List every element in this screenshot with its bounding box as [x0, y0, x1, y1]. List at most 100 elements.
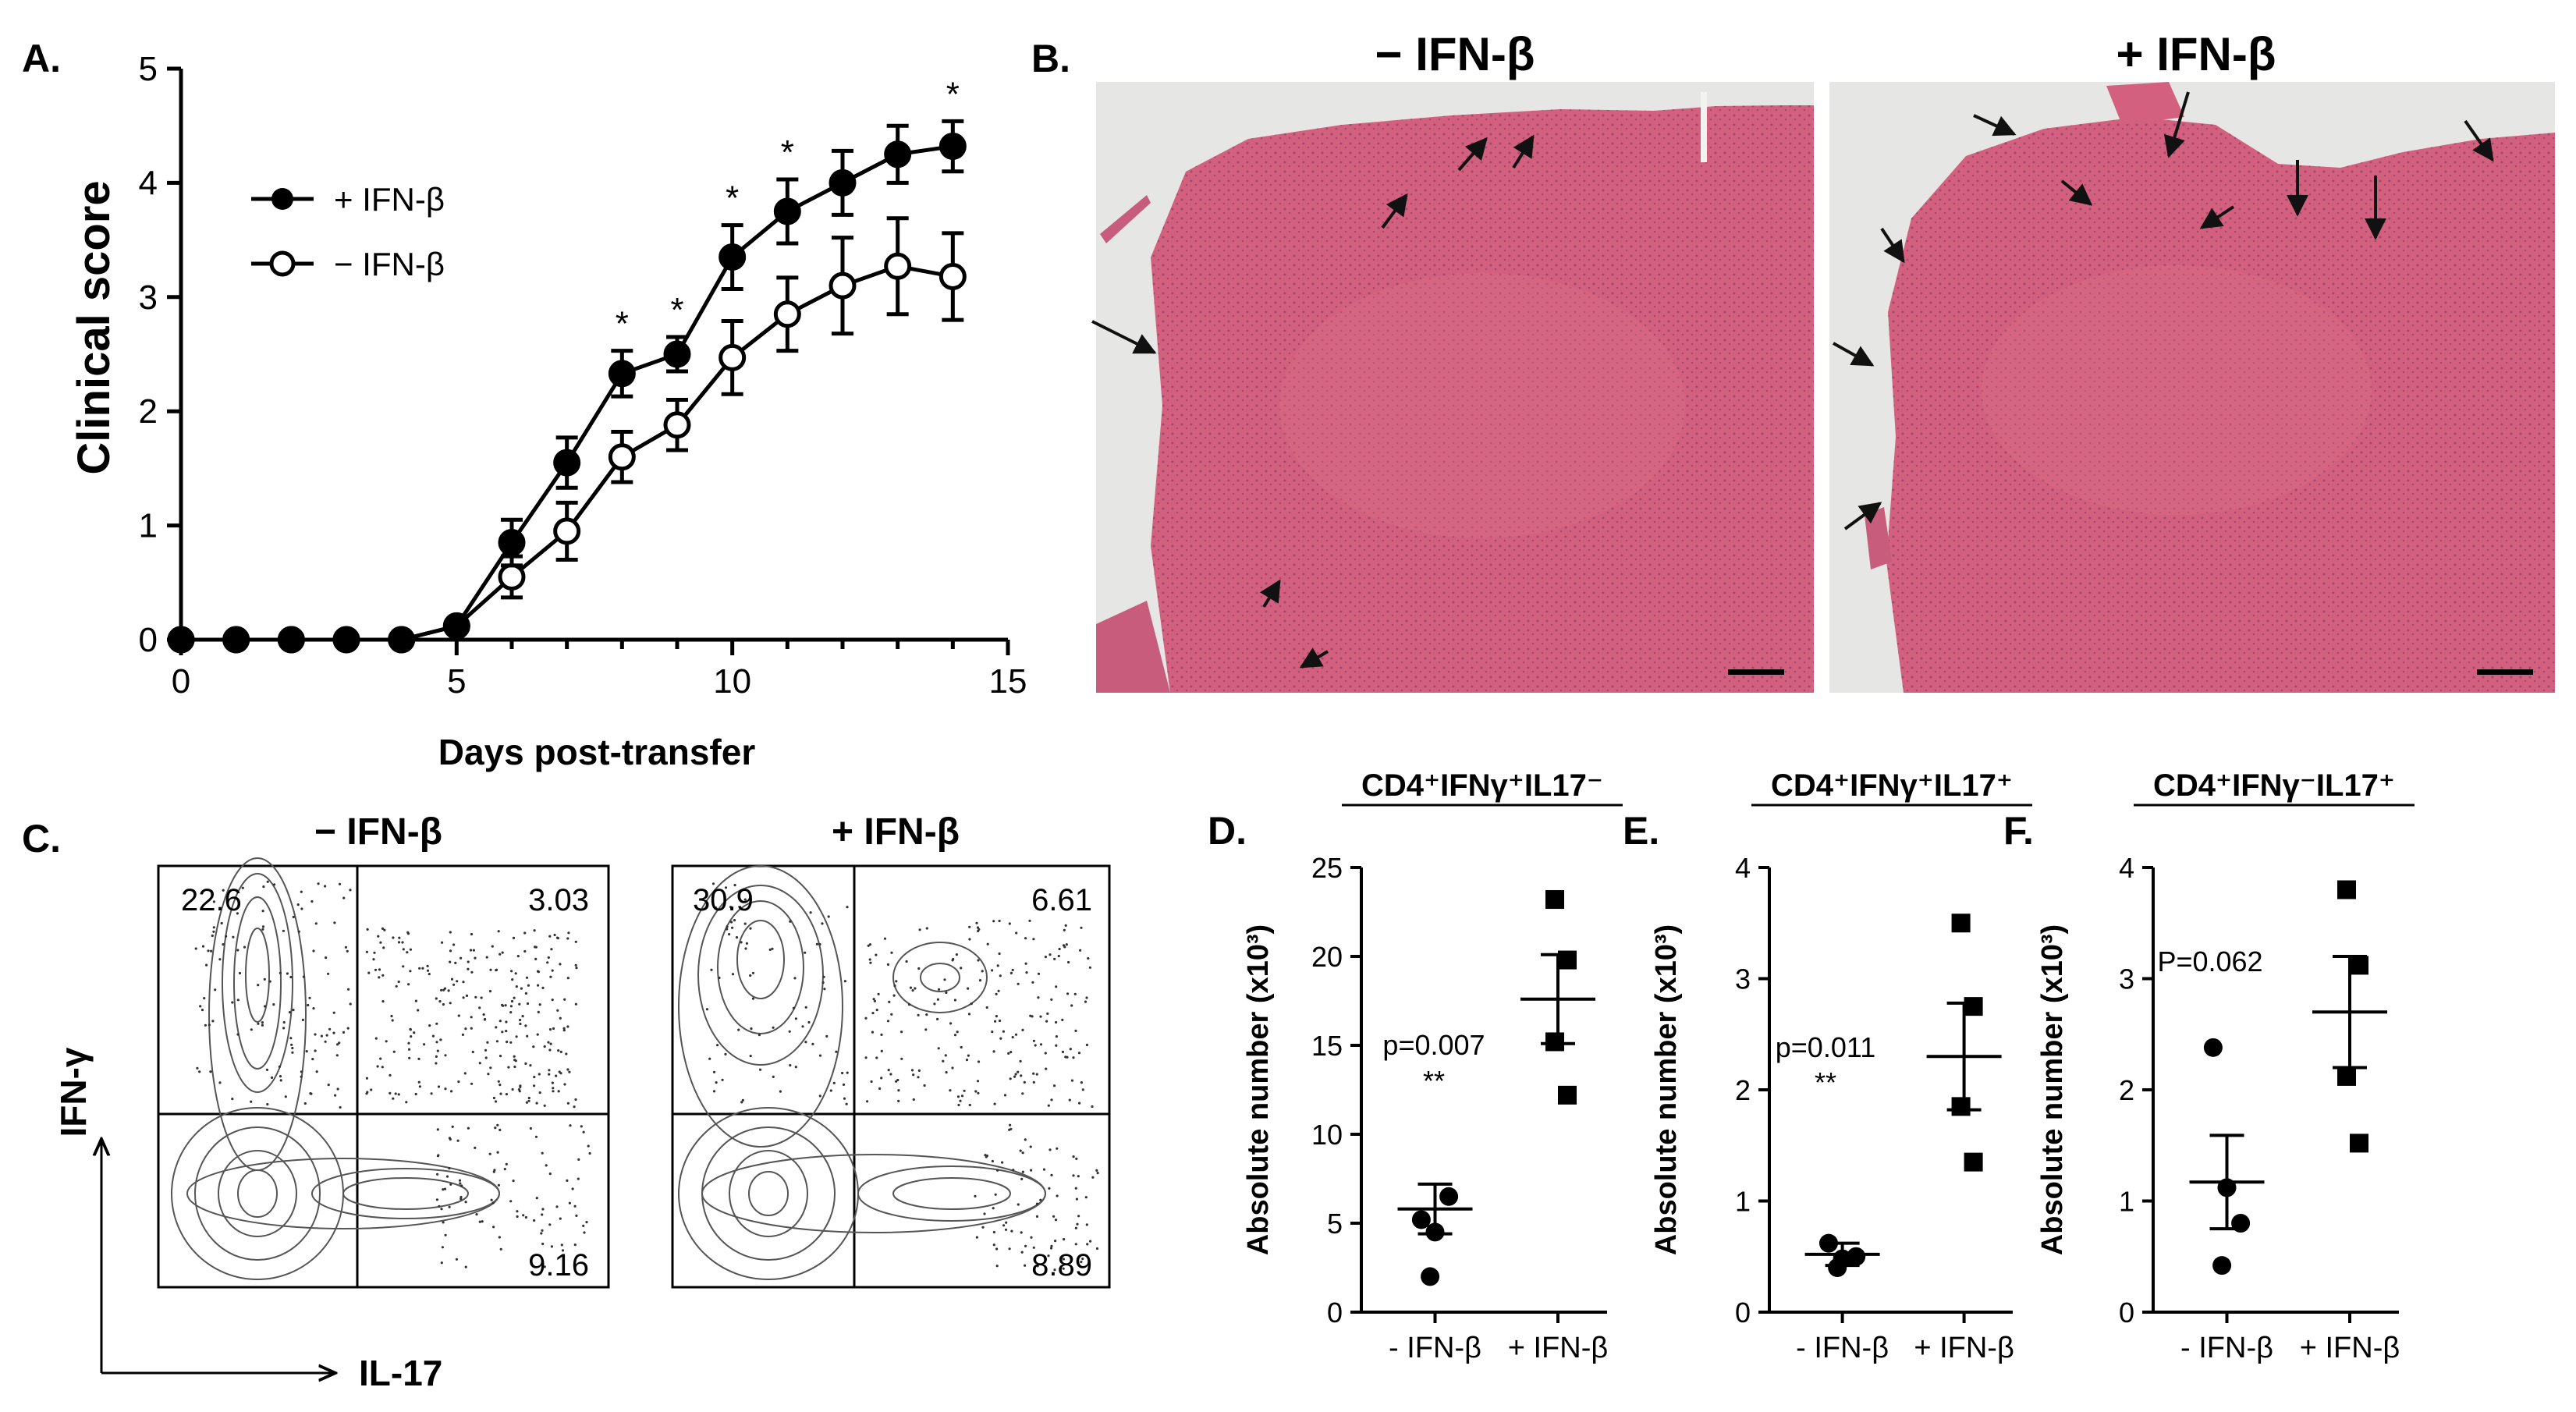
flow-event-dot: [976, 1080, 980, 1083]
chart-a-y-tick-label: 2: [139, 392, 158, 431]
flow-event-dot: [409, 1027, 412, 1031]
flow-event-dot: [1032, 1072, 1035, 1075]
flow-event-dot: [525, 1101, 529, 1104]
flow-event-dot: [968, 1103, 971, 1107]
flow-event-dot: [447, 989, 450, 992]
chart-a-y-tick-label: 0: [139, 621, 158, 659]
flow-event-dot: [718, 976, 721, 980]
flow-event-dot: [196, 1066, 199, 1070]
flow-event-dot: [740, 941, 743, 944]
flow-event-dot: [474, 995, 477, 999]
flow-event-dot: [499, 1020, 502, 1023]
flow-event-dot: [218, 1081, 222, 1084]
flow-event-dot: [374, 968, 378, 971]
flow-event-dot: [495, 1100, 498, 1103]
flow-event-dot: [566, 1068, 569, 1071]
flow-event-dot: [936, 998, 939, 1001]
flow-event-dot: [977, 959, 980, 962]
flow-event-dot: [366, 1091, 369, 1094]
flow-event-dot: [925, 1013, 928, 1016]
flow-event-dot: [724, 886, 728, 889]
flow-event-dot: [978, 979, 982, 982]
flow-event-dot: [449, 960, 452, 963]
flow-event-dot: [809, 911, 812, 914]
flow-y-axis-label: IFN-γ: [53, 1047, 94, 1137]
flow-event-dot: [379, 941, 382, 944]
flow-event-dot: [428, 973, 431, 976]
flow-event-dot: [509, 1005, 513, 1008]
flow-event-dot: [1044, 1052, 1047, 1055]
flow-event-dot: [1032, 938, 1035, 941]
flow-event-dot: [203, 997, 206, 1000]
flow-event-dot: [454, 961, 457, 964]
flow-event-dot: [395, 984, 398, 988]
flow-event-dot: [494, 1126, 497, 1130]
flow-event-dot: [768, 948, 772, 951]
clinical-score-chart: 0 1 2 3 4 5 0 5 10 15 * * * * * Clinical score Days p…: [69, 50, 1027, 772]
flow-event-dot: [342, 896, 346, 899]
flow-event-dot: [441, 941, 444, 944]
flow-event-dot: [1012, 1169, 1015, 1172]
flow-event-dot: [222, 943, 225, 946]
flow-event-dot: [426, 964, 429, 967]
flow-event-dot: [821, 922, 824, 925]
flow-event-dot: [510, 999, 514, 1003]
flow-event-dot: [452, 943, 456, 946]
legend-label-plus: + IFN-β: [334, 181, 445, 218]
flow-event-dot: [449, 1002, 452, 1005]
chart-a-point: [608, 443, 636, 471]
flow-event-dot: [1050, 1244, 1053, 1247]
flow-event-dot: [981, 1226, 985, 1229]
flow-event-dot: [406, 951, 409, 954]
flow-event-dot: [1035, 1073, 1038, 1076]
flow-event-dot: [440, 1261, 443, 1265]
flow-event-dot: [1069, 1048, 1072, 1051]
flow-event-dot: [743, 922, 747, 925]
flow-event-dot: [317, 882, 320, 885]
flow-event-dot: [1039, 1198, 1042, 1201]
flow-event-dot: [867, 944, 870, 947]
flow-event-dot: [716, 1044, 719, 1047]
flow-event-dot: [391, 1019, 394, 1022]
flow-event-dot: [417, 1009, 420, 1012]
flow-event-dot: [534, 1135, 538, 1138]
flow-event-dot: [890, 951, 893, 954]
flow-event-dot: [552, 1090, 555, 1093]
flow-event-dot: [740, 1101, 743, 1104]
flow-event-dot: [408, 1056, 411, 1059]
flow-event-dot: [516, 955, 520, 958]
flow-event-dot: [455, 1258, 459, 1261]
chart-a-point: [167, 626, 195, 654]
flow-event-dot: [705, 1008, 709, 1011]
flow-event-dot: [289, 1037, 293, 1040]
flow-event-dot: [533, 1084, 536, 1087]
flow-event-dot: [231, 1098, 234, 1101]
flow-event-dot: [842, 1083, 846, 1086]
flow-event-dot: [487, 1073, 490, 1076]
dot-plot-y-tick-label: 1: [2119, 1186, 2134, 1218]
flow-event-dot: [524, 1062, 527, 1065]
flow-event-dot: [481, 1220, 484, 1223]
flow-event-dot: [292, 915, 295, 919]
flow-event-dot: [512, 936, 516, 939]
flow-event-dot: [1024, 1244, 1027, 1247]
dot-plot-ylabel: Absolute number (x10³): [2036, 924, 2069, 1255]
flow-event-dot: [407, 983, 410, 986]
flow-event-dot: [511, 978, 514, 981]
dot-plot-y-tick-label: 20: [1311, 941, 1343, 973]
flow-event-dot: [845, 1102, 848, 1105]
flow-event-dot: [735, 936, 739, 939]
flow-event-dot: [1007, 1052, 1010, 1055]
flow-event-dot: [733, 919, 736, 922]
chart-a-y-tick-label: 5: [139, 50, 158, 88]
flow-event-dot: [409, 970, 412, 973]
flow-event-dot: [871, 1012, 875, 1015]
flow-event-dot: [818, 1054, 822, 1057]
flow-event-dot: [312, 949, 315, 953]
flow-event-dot: [459, 956, 463, 960]
flow-event-dot: [751, 997, 755, 1000]
flow-event-dot: [241, 886, 244, 889]
flow-event-dot: [1056, 1194, 1059, 1197]
dot-plot-title: CD4⁺IFNγ⁻IL17⁺: [2153, 768, 2395, 803]
dot-plot-y-tick-label: 15: [1311, 1030, 1343, 1062]
